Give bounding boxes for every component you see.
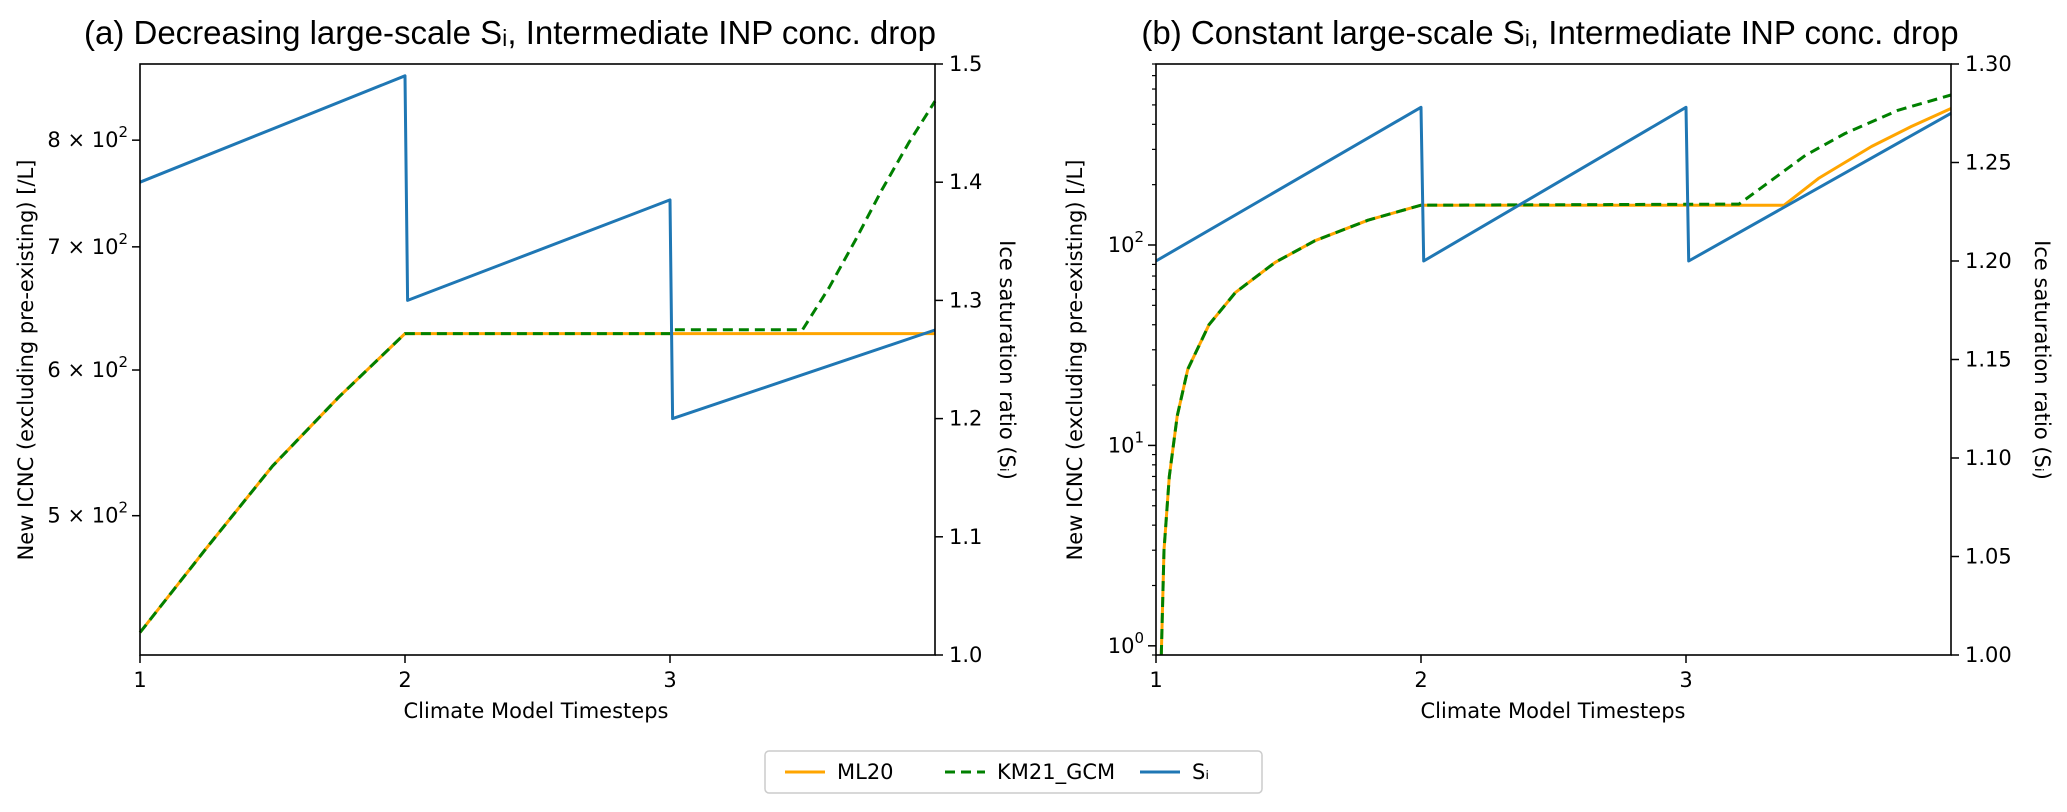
panel-a-y-tick-label: 5 × 102 [47, 499, 128, 528]
panel-a-ticks: 1 2 3 5 × 102 6 × 102 7 × 102 8 × 102 1.0 1.1 1.2… [47, 52, 982, 692]
panel-b-series [1155, 93, 1952, 656]
panel-b-y2-tick-label: 1.00 [1965, 643, 2012, 667]
panel-b-y2-tick-label: 1.20 [1965, 249, 2012, 273]
panel-a-frame [139, 63, 936, 656]
legend-label-km21-gcm: KM21_GCM [997, 760, 1115, 785]
panel-a-y-tick-label: 6 × 102 [47, 353, 128, 382]
panel-b-x-tick-label: 3 [1679, 668, 1692, 692]
legend-box [764, 750, 1263, 794]
panel-a-x-tick-label: 2 [398, 668, 411, 692]
panel-a-ylabel: New ICNC (excluding pre-existing) [/L] [14, 160, 38, 561]
panel-a-y-tick-label: 7 × 102 [47, 230, 128, 259]
panel-b-y2-tick-label: 1.30 [1965, 52, 2012, 76]
panel-a-y2-tick-label: 1.4 [949, 170, 982, 194]
panel-a-series-ml20 [138, 332, 935, 634]
panel-a: (a) Decreasing large-scale Sᵢ, Intermedi… [14, 14, 1019, 723]
panel-a-y2-tick-label: 1.0 [949, 643, 982, 667]
panel-a-title: (a) Decreasing large-scale Sᵢ, Intermedi… [84, 14, 936, 51]
panel-a-y-tick-label: 8 × 102 [47, 123, 128, 152]
panel-b-y2-tick-label: 1.10 [1965, 446, 2012, 470]
panel-b-series-si [1155, 105, 1952, 263]
panel-b-ylabel: New ICNC (excluding pre-existing) [/L] [1063, 160, 1087, 561]
panel-b: (b) Constant large-scale Sᵢ, Intermediat… [1063, 14, 2054, 723]
panel-b-y2label: Ice saturation ratio (Sᵢ) [2030, 240, 2054, 480]
panel-a-xlabel: Climate Model Timesteps [404, 699, 669, 723]
panel-a-y2-tick-label: 1.1 [949, 525, 982, 549]
panel-a-y2-tick-label: 1.3 [949, 288, 982, 312]
panel-b-y-tick-label: 101 [1108, 428, 1144, 457]
legend-label-si: Sᵢ [1192, 760, 1209, 784]
panel-b-x-tick-label: 1 [1149, 668, 1162, 692]
panel-b-y2-tick-label: 1.25 [1965, 151, 2012, 175]
panel-b-series-km21-gcm [1159, 93, 1952, 656]
panel-b-xlabel: Climate Model Timesteps [1421, 699, 1686, 723]
panel-a-x-tick-label: 3 [663, 668, 676, 692]
legend: ML20 KM21_GCM Sᵢ [764, 750, 1263, 794]
panel-b-y2-tick-label: 1.15 [1965, 348, 2012, 372]
panel-b-x-tick-label: 2 [1414, 668, 1427, 692]
panel-b-ticks: 1 2 3 100 101 102 1.00 1.05 1.10 1.15 1.20 1.25 1.30 [1108, 52, 2012, 692]
legend-label-ml20: ML20 [837, 760, 894, 784]
panel-a-series-km21-gcm [138, 100, 937, 634]
panel-b-y-tick-label: 102 [1108, 228, 1144, 257]
panel-a-y2-tick-label: 1.2 [949, 407, 982, 431]
panel-b-frame [1155, 63, 1952, 656]
panel-a-y2label: Ice saturation ratio (Sᵢ) [995, 240, 1019, 480]
panel-b-y2-tick-label: 1.05 [1965, 545, 2012, 569]
panel-a-series [138, 74, 937, 634]
panel-a-series-si [139, 74, 936, 421]
panel-b-title: (b) Constant large-scale Sᵢ, Intermediat… [1141, 14, 1958, 51]
panel-b-y-tick-label: 100 [1108, 629, 1144, 658]
panel-a-y2-tick-label: 1.5 [949, 52, 982, 76]
panel-a-x-tick-label: 1 [133, 668, 146, 692]
